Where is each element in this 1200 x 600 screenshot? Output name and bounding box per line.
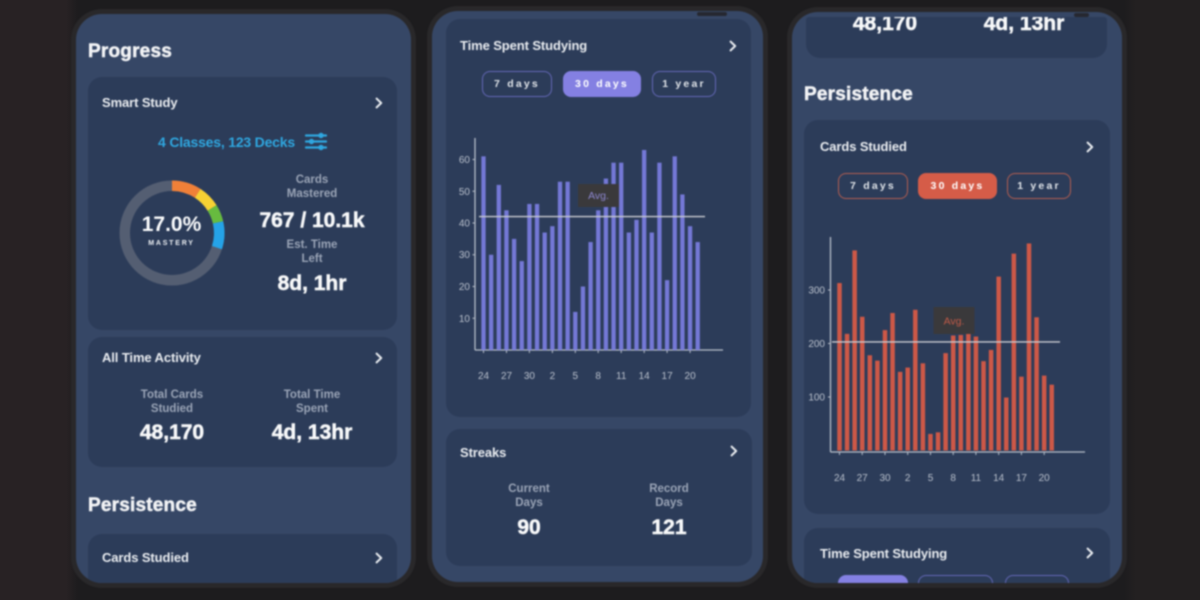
svg-text:11: 11 (616, 371, 627, 382)
svg-text:17: 17 (662, 371, 674, 382)
svg-text:2: 2 (550, 371, 556, 382)
svg-text:20: 20 (685, 371, 697, 382)
svg-text:5: 5 (573, 371, 579, 382)
svg-text:30: 30 (459, 250, 471, 261)
svg-text:8: 8 (950, 473, 956, 484)
svg-text:27: 27 (857, 473, 869, 484)
svg-text:Avg.: Avg. (588, 190, 609, 202)
svg-text:60: 60 (459, 155, 471, 166)
svg-text:200: 200 (808, 339, 825, 350)
svg-text:30: 30 (879, 473, 891, 484)
svg-text:11: 11 (971, 473, 982, 484)
svg-text:8: 8 (595, 371, 601, 382)
svg-text:5: 5 (928, 473, 934, 484)
svg-text:Avg.: Avg. (944, 316, 965, 328)
svg-text:40: 40 (459, 219, 471, 230)
svg-text:2: 2 (905, 473, 911, 484)
svg-text:14: 14 (639, 371, 651, 382)
svg-text:100: 100 (808, 393, 825, 404)
svg-text:24: 24 (834, 473, 846, 484)
svg-text:300: 300 (808, 286, 825, 297)
svg-text:24: 24 (478, 371, 490, 382)
svg-text:14: 14 (993, 473, 1005, 484)
svg-text:27: 27 (501, 371, 513, 382)
svg-text:20: 20 (459, 282, 471, 293)
svg-text:30: 30 (524, 371, 536, 382)
svg-text:50: 50 (459, 187, 471, 198)
svg-text:20: 20 (1039, 473, 1051, 484)
svg-text:10: 10 (459, 314, 471, 325)
svg-text:17: 17 (1016, 473, 1028, 484)
